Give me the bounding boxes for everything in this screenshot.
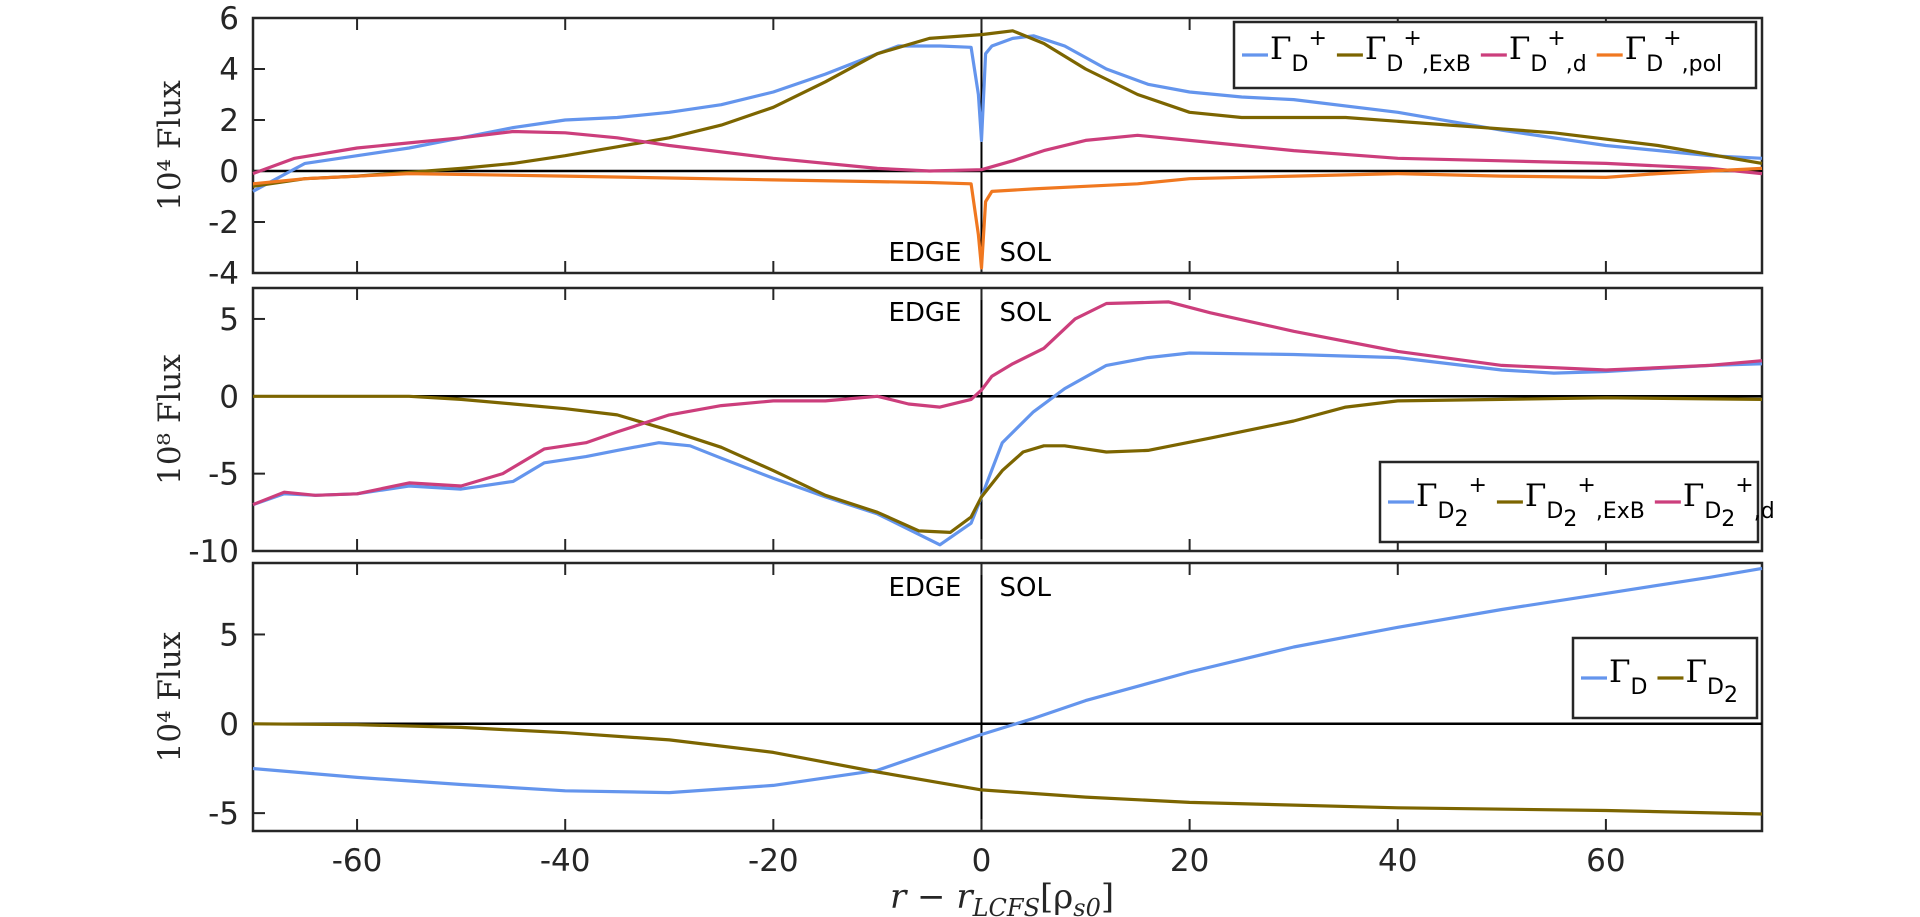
legend: ΓD+ ΓD+,ExB ΓD+,d ΓD+,pol xyxy=(1232,20,1758,90)
legend-entry: ΓD+,ExB xyxy=(1365,26,1471,77)
legend: ΓD2+ ΓD2+,ExB ΓD2+,d xyxy=(1378,460,1775,544)
x-axis-label: r − rLCFS[ρs0] xyxy=(890,877,1114,917)
legend: ΓD ΓD2 xyxy=(1571,636,1759,720)
y-tick-label: -10 xyxy=(188,534,239,570)
y-tick-label: 5 xyxy=(219,302,239,338)
legend-entry: ΓD2+,ExB xyxy=(1525,473,1645,532)
x-tick-label: -20 xyxy=(748,843,799,879)
x-tick-label: 40 xyxy=(1378,843,1417,879)
series-line--d-exb xyxy=(252,29,1763,188)
annotation-sol: SOL xyxy=(999,573,1051,603)
series-line--d xyxy=(252,566,1763,795)
series-line--d2-d xyxy=(252,300,1763,507)
plot-area xyxy=(251,561,1764,833)
y-tick-label: 0 xyxy=(219,379,239,415)
annotation-sol: SOL xyxy=(999,298,1051,328)
y-tick-label: -4 xyxy=(208,256,239,292)
x-tick-label: 60 xyxy=(1586,843,1625,879)
legend-entry: ΓD xyxy=(1609,654,1647,700)
plot-area xyxy=(251,286,1764,553)
legend-entry: ΓD2+,d xyxy=(1683,473,1775,532)
annotation-edge: EDGE xyxy=(888,573,961,603)
panel-3: -60 -40 -20 0 20 40 60 5 0 -5 10⁴ Flux EDGE SOL ΓD ΓD2 xyxy=(152,561,1764,879)
y-tick-label: 6 xyxy=(219,1,239,37)
legend-entry: ΓD2 xyxy=(1685,654,1737,708)
series-line--d-d xyxy=(252,129,1763,176)
legend-entry: ΓD+,pol xyxy=(1625,26,1722,77)
annotation-edge: EDGE xyxy=(888,298,961,328)
x-tick-label: -60 xyxy=(332,843,383,879)
legend-entry: ΓD+,d xyxy=(1509,26,1587,77)
y-axis-label: 10⁴ Flux xyxy=(152,631,188,762)
annotation-edge: EDGE xyxy=(888,238,961,268)
x-tick-label: 20 xyxy=(1170,843,1209,879)
x-tick-label: 0 xyxy=(972,843,992,879)
y-tick-label: 5 xyxy=(219,617,239,653)
legend-entry: ΓD+ xyxy=(1270,26,1327,77)
plot-area xyxy=(251,16,1764,275)
series-line--d-pol xyxy=(252,166,1763,270)
series-line--d2-exb xyxy=(253,394,1763,534)
y-axis-label: 10⁴ Flux xyxy=(152,80,188,211)
y-tick-label: 0 xyxy=(219,154,239,190)
y-tick-label: 4 xyxy=(219,52,239,88)
y-tick-label: 0 xyxy=(219,707,239,743)
y-tick-label: 2 xyxy=(219,103,239,139)
annotation-sol: SOL xyxy=(999,238,1051,268)
y-tick-label: -2 xyxy=(208,205,239,241)
legend-entry: ΓD2+ xyxy=(1416,473,1487,532)
series-line--d- xyxy=(252,34,1763,193)
series-line--d2- xyxy=(252,351,1763,547)
y-tick-label: -5 xyxy=(208,796,239,832)
y-axis-label: 10⁸ Flux xyxy=(152,354,188,485)
panel-2: 5 0 -5 -10 10⁸ Flux EDGE SOL ΓD2+ ΓD2+,ExB ΓD2+,d xyxy=(152,286,1775,570)
y-tick-label: -5 xyxy=(208,457,239,493)
legend-box xyxy=(1378,460,1760,544)
series-line--d2 xyxy=(252,722,1763,816)
x-tick-label: -40 xyxy=(540,843,591,879)
